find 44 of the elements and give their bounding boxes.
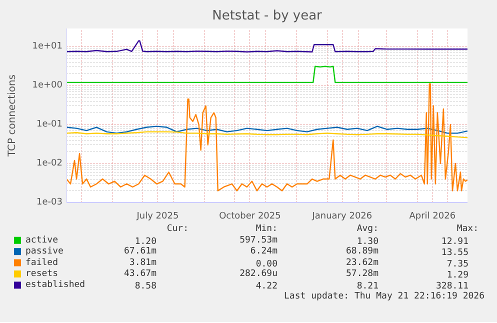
text: 328.11 bbox=[436, 282, 469, 292]
text: 0.00 bbox=[256, 259, 278, 270]
y-tick-label: 1e+01 bbox=[32, 42, 63, 52]
text: 1.20 bbox=[134, 236, 157, 247]
line-series bbox=[66, 40, 468, 52]
text: 8.21 bbox=[356, 282, 379, 292]
text: Last update: Thu May 21 22:16:19 2026 bbox=[284, 291, 484, 302]
line-series bbox=[66, 83, 468, 192]
text: Max: bbox=[456, 224, 479, 234]
text: 23.62m bbox=[346, 258, 379, 268]
text: 7.35 bbox=[446, 259, 469, 270]
legend-label: established bbox=[26, 280, 86, 290]
text: 43.67m bbox=[124, 268, 157, 279]
legend-label: passive bbox=[26, 246, 64, 257]
text: 1.30 bbox=[356, 236, 379, 247]
legend-label: active bbox=[26, 235, 58, 246]
text: 4.22 bbox=[256, 282, 278, 292]
text: 6.24m bbox=[250, 246, 278, 257]
text: Cur: bbox=[166, 224, 189, 234]
y-tick-label: 1e-01 bbox=[36, 120, 63, 130]
text: Avg: bbox=[356, 224, 379, 234]
text: 57.28m bbox=[346, 268, 379, 279]
y-tick-label: 1e-02 bbox=[36, 158, 63, 169]
text: 67.61m bbox=[124, 246, 157, 257]
text: 12.91 bbox=[441, 236, 468, 247]
y-tick-label: 1e-03 bbox=[36, 198, 63, 208]
legend-label: resets bbox=[26, 268, 58, 279]
text: 597.53m bbox=[240, 235, 278, 246]
y-tick-label: 1e+00 bbox=[32, 80, 63, 91]
text: 282.69u bbox=[240, 268, 278, 279]
text: 1.29 bbox=[446, 270, 469, 280]
x-tick-label: January 2026 bbox=[311, 212, 372, 222]
x-tick-label: July 2025 bbox=[136, 212, 179, 222]
chart-title: Netstat - by year bbox=[212, 8, 323, 24]
x-tick-label: October 2025 bbox=[219, 212, 281, 222]
line-series bbox=[66, 126, 468, 134]
text: 8.58 bbox=[134, 282, 157, 292]
x-tick-label: April 2026 bbox=[409, 212, 456, 222]
text: Min: bbox=[256, 224, 278, 234]
legend-label: failed bbox=[26, 258, 58, 268]
text: 68.89m bbox=[346, 246, 379, 257]
y-axis-title: TCP connections bbox=[7, 74, 18, 158]
text: 13.55 bbox=[441, 248, 468, 258]
text: 3.81m bbox=[129, 258, 156, 268]
